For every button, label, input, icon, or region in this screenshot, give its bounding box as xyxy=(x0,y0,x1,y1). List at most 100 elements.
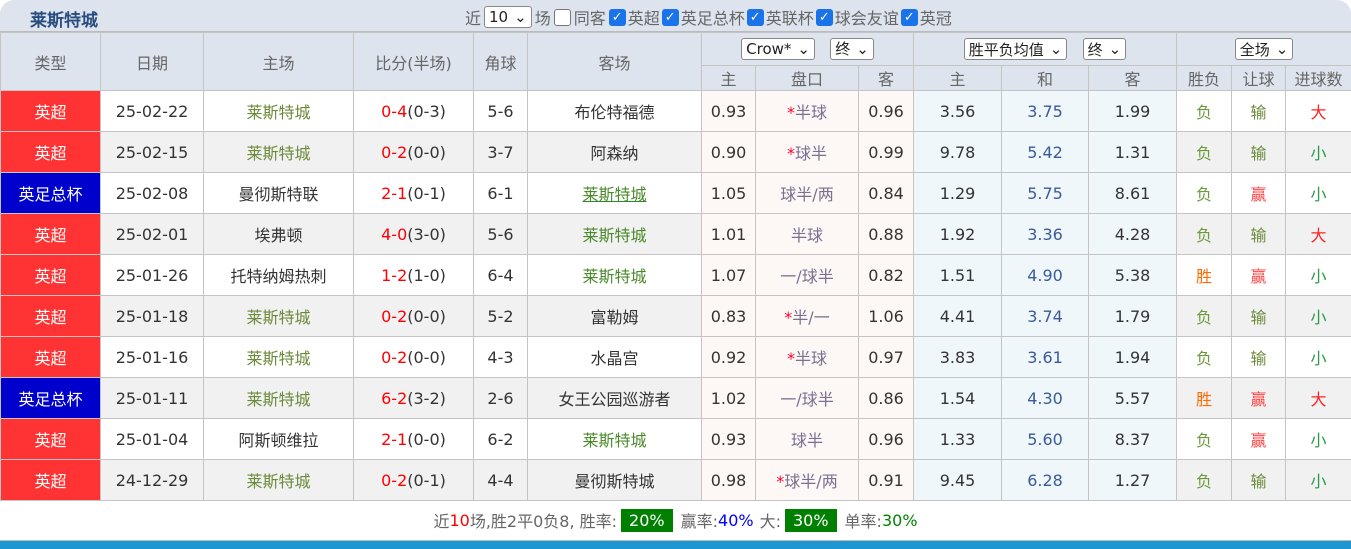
score-cell[interactable]: 6-2(3-2) xyxy=(353,377,474,419)
away-team-cell[interactable]: 富勒姆 xyxy=(527,295,702,337)
eu-draw-odds: 5.42 xyxy=(1001,131,1090,173)
same-away-checkbox[interactable] xyxy=(553,8,571,26)
eu-home-odds: 1.92 xyxy=(913,213,1003,255)
final-value: 终 xyxy=(1087,40,1103,59)
chevron-down-icon: ⌄ xyxy=(514,8,527,26)
away-team-cell[interactable]: 阿森纳 xyxy=(527,131,702,173)
full-score: 0-2 xyxy=(381,347,408,367)
date-cell: 25-01-16 xyxy=(100,336,204,378)
home-team-cell[interactable]: 曼彻斯特联 xyxy=(203,172,354,214)
ah-away-odds: 0.91 xyxy=(857,459,915,501)
away-team-cell[interactable]: 布伦特福德 xyxy=(527,90,702,132)
league-cell[interactable]: 英足总杯 xyxy=(0,377,101,419)
league-cell[interactable]: 英超 xyxy=(0,90,101,132)
eu-home-odds: 3.83 xyxy=(913,336,1003,378)
match-count-select[interactable]: 10 ⌄ xyxy=(484,6,532,28)
league-cell[interactable]: 英超 xyxy=(0,459,101,501)
table-row[interactable]: 英足总杯 25-02-08 曼彻斯特联 2-1(0-1) 6-1 莱斯特城 1.… xyxy=(0,172,1351,214)
league-cell[interactable]: 英超 xyxy=(0,295,101,337)
league-cell[interactable]: 英超 xyxy=(0,418,101,460)
euro-odds-header: 胜平负均值 ⌄ 终 ⌄ xyxy=(913,32,1178,66)
filter-checkbox[interactable]: ✓ xyxy=(815,8,833,26)
league-cell[interactable]: 英超 xyxy=(0,213,101,255)
home-team-cell[interactable]: 托特纳姆热刺 xyxy=(203,254,354,296)
table-row[interactable]: 英足总杯 25-01-11 莱斯特城 6-2(3-2) 2-6 女王公园巡游者 … xyxy=(0,377,1351,419)
full-score: 0-2 xyxy=(381,306,408,326)
result-cell: 负 xyxy=(1176,131,1233,173)
eu-home-odds: 1.51 xyxy=(913,254,1003,296)
filter-label: 英足总杯 xyxy=(680,9,745,28)
eu-draw-odds: 4.90 xyxy=(1001,254,1090,296)
away-team-cell[interactable]: 莱斯特城 xyxy=(527,418,702,460)
col-ah-home: 主 xyxy=(701,65,756,91)
eu-away-odds: 8.37 xyxy=(1088,418,1178,460)
col-away: 客场 xyxy=(527,32,702,91)
eu-draw-odds: 3.75 xyxy=(1001,90,1090,132)
league-cell[interactable]: 英超 xyxy=(0,254,101,296)
table-row[interactable]: 英超 25-01-26 托特纳姆热刺 1-2(1-0) 6-4 莱斯特城 1.0… xyxy=(0,254,1351,296)
table-row[interactable]: 英超 24-12-29 莱斯特城 0-2(0-1) 4-4 曼彻斯特城 0.98… xyxy=(0,459,1351,501)
period-select[interactable]: 全场 ⌄ xyxy=(1234,38,1294,60)
league-cell[interactable]: 英超 xyxy=(0,336,101,378)
date-cell: 25-01-11 xyxy=(100,377,204,419)
home-team-cell[interactable]: 莱斯特城 xyxy=(203,131,354,173)
table-row[interactable]: 英超 25-01-16 莱斯特城 0-2(0-0) 4-3 水晶宫 0.92 *… xyxy=(0,336,1351,378)
score-cell[interactable]: 0-2(0-0) xyxy=(353,131,474,173)
away-team-cell[interactable]: 莱斯特城 xyxy=(527,254,702,296)
col-ah-line: 盘口 xyxy=(755,65,859,91)
score-cell[interactable]: 0-2(0-0) xyxy=(353,336,474,378)
ah-away-odds: 0.99 xyxy=(857,131,915,173)
score-cell[interactable]: 2-1(0-1) xyxy=(353,172,474,214)
filter-checkbox[interactable]: ✓ xyxy=(746,8,764,26)
date-cell: 25-01-04 xyxy=(100,418,204,460)
eu-draw-odds: 3.74 xyxy=(1001,295,1090,337)
home-team-cell[interactable]: 莱斯特城 xyxy=(203,295,354,337)
chevron-down-icon: ⌄ xyxy=(1049,40,1063,58)
score-cell[interactable]: 1-2(1-0) xyxy=(353,254,474,296)
table-row[interactable]: 英超 25-02-22 莱斯特城 0-4(0-3) 5-6 布伦特福德 0.93… xyxy=(0,90,1351,132)
company-select[interactable]: Crow* ⌄ xyxy=(741,38,815,61)
table-row[interactable]: 英超 25-01-04 阿斯顿维拉 2-1(0-0) 6-2 莱斯特城 0.93… xyxy=(0,418,1351,460)
league-cell[interactable]: 英超 xyxy=(0,131,101,173)
euro-final-select[interactable]: 终 ⌄ xyxy=(1082,38,1127,60)
half-score: (0-0) xyxy=(407,306,446,326)
star-mark: * xyxy=(786,103,795,122)
score-cell[interactable]: 0-2(0-0) xyxy=(353,295,474,337)
chevron-down-icon: ⌄ xyxy=(797,40,810,59)
away-team-cell[interactable]: 莱斯特城 xyxy=(527,213,702,255)
filter-checkbox[interactable]: ✓ xyxy=(608,8,626,26)
full-score: 4-0 xyxy=(381,224,408,244)
half-score: (0-1) xyxy=(407,470,446,490)
home-team-cell[interactable]: 莱斯特城 xyxy=(203,459,354,501)
away-team-cell[interactable]: 曼彻斯特城 xyxy=(527,459,702,501)
league-cell[interactable]: 英足总杯 xyxy=(0,172,101,214)
home-team-cell[interactable]: 埃弗顿 xyxy=(203,213,354,255)
score-cell[interactable]: 0-4(0-3) xyxy=(353,90,474,132)
ah-home-odds: 0.93 xyxy=(701,418,756,460)
score-cell[interactable]: 0-2(0-1) xyxy=(353,459,474,501)
away-team-cell[interactable]: 女王公园巡游者 xyxy=(527,377,702,419)
home-team-cell[interactable]: 阿斯顿维拉 xyxy=(203,418,354,460)
away-team-cell[interactable]: 水晶宫 xyxy=(527,336,702,378)
table-row[interactable]: 英超 25-01-18 莱斯特城 0-2(0-0) 5-2 富勒姆 0.83 *… xyxy=(0,295,1351,337)
score-cell[interactable]: 2-1(0-0) xyxy=(353,418,474,460)
matches-table: 类型 日期 主场 比分(半场) 角球 客场 Crow* ⌄ 终 ⌄ 胜平负均值 ⌄ 终… xyxy=(0,32,1351,501)
odds-type-select[interactable]: 胜平负均值 ⌄ xyxy=(963,38,1068,60)
score-cell[interactable]: 4-0(3-0) xyxy=(353,213,474,255)
odd-rate: 30% xyxy=(881,510,918,530)
full-score: 0-2 xyxy=(381,470,408,490)
ah-away-odds: 1.06 xyxy=(857,295,915,337)
filter-checkbox[interactable]: ✓ xyxy=(900,8,918,26)
home-team-cell[interactable]: 莱斯特城 xyxy=(203,336,354,378)
table-row[interactable]: 英超 25-02-15 莱斯特城 0-2(0-0) 3-7 阿森纳 0.90 *… xyxy=(0,131,1351,173)
filter-checkbox[interactable]: ✓ xyxy=(661,8,679,26)
ah-line: 球半 xyxy=(794,144,827,163)
ah-away-odds: 0.86 xyxy=(857,377,915,419)
asian-odds-header: Crow* ⌄ 终 ⌄ xyxy=(700,32,915,66)
home-team-cell[interactable]: 莱斯特城 xyxy=(203,377,354,419)
home-team-cell[interactable]: 莱斯特城 xyxy=(203,90,354,132)
away-team-cell[interactable]: 莱斯特城 xyxy=(527,172,702,214)
asian-final-select[interactable]: 终 ⌄ xyxy=(830,37,874,60)
table-row[interactable]: 英超 25-02-01 埃弗顿 4-0(3-0) 5-6 莱斯特城 1.01 半… xyxy=(0,213,1351,255)
ah-home-odds: 1.02 xyxy=(701,377,756,419)
